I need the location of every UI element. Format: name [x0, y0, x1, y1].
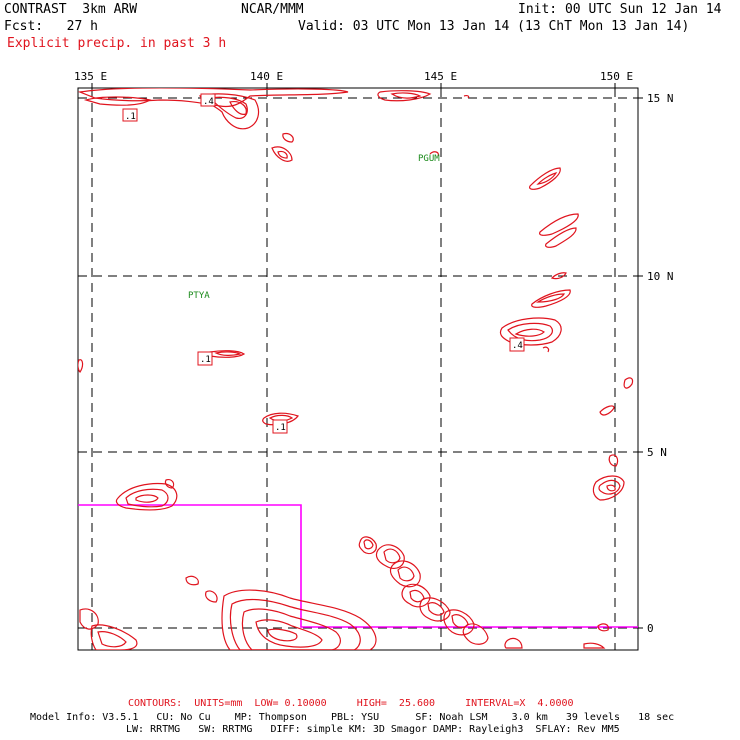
contour-band-diagonal — [358, 536, 606, 649]
field-name: Explicit precip. in past 3 h — [7, 36, 227, 51]
contour-label-3: .1 — [200, 355, 211, 365]
lat-label-5n: 5 N — [647, 446, 667, 459]
tick-marks — [91, 83, 643, 629]
chart-title: CONTRAST 3km ARW — [4, 2, 138, 17]
lat-label-10n: 10 N — [647, 270, 674, 283]
init-time: Init: 00 UTC Sun 12 Jan 14 — [518, 2, 722, 17]
contour-cluster-top-left — [78, 88, 470, 162]
lon-label-135e: 135 E — [74, 70, 107, 83]
station-pgum: PGUM — [418, 154, 440, 164]
contour-label-2: .1 — [125, 112, 136, 122]
lat-label-0: 0 — [647, 622, 654, 635]
lon-label-140e: 140 E — [250, 70, 283, 83]
domain-boundary — [78, 504, 638, 628]
contour-label-1: .4 — [203, 97, 214, 107]
center-label: NCAR/MMM — [241, 2, 304, 17]
lat-label-15n: 15 N — [647, 92, 674, 105]
precip-contours — [78, 88, 634, 650]
contour-info: CONTOURS: UNITS=mm LOW= 0.10000 HIGH= 25… — [128, 698, 574, 709]
contour-cluster-south — [79, 479, 377, 650]
graticule — [78, 88, 638, 650]
model-info-line2: LW: RRTMG SW: RRTMG DIFF: simple KM: 3D … — [126, 724, 620, 735]
valid-time: Valid: 03 UTC Mon 13 Jan 14 (13 ChT Mon … — [298, 19, 690, 34]
contour-cluster-east-edge — [592, 454, 625, 632]
contour-label-5: .1 — [275, 423, 286, 433]
contour-bands-northeast — [499, 167, 634, 416]
forecast-hour: Fcst: 27 h — [4, 19, 98, 34]
station-ptya: PTYA — [188, 291, 210, 301]
lon-label-150e: 150 E — [600, 70, 633, 83]
model-info-line1: Model Info: V3.5.1 CU: No Cu MP: Thompso… — [30, 712, 675, 723]
map-frame — [77, 87, 639, 651]
contour-label-4: .4 — [512, 341, 523, 351]
contour-value-labels: .4 .1 .1 .4 .1 — [122, 93, 525, 434]
lon-label-145e: 145 E — [424, 70, 457, 83]
